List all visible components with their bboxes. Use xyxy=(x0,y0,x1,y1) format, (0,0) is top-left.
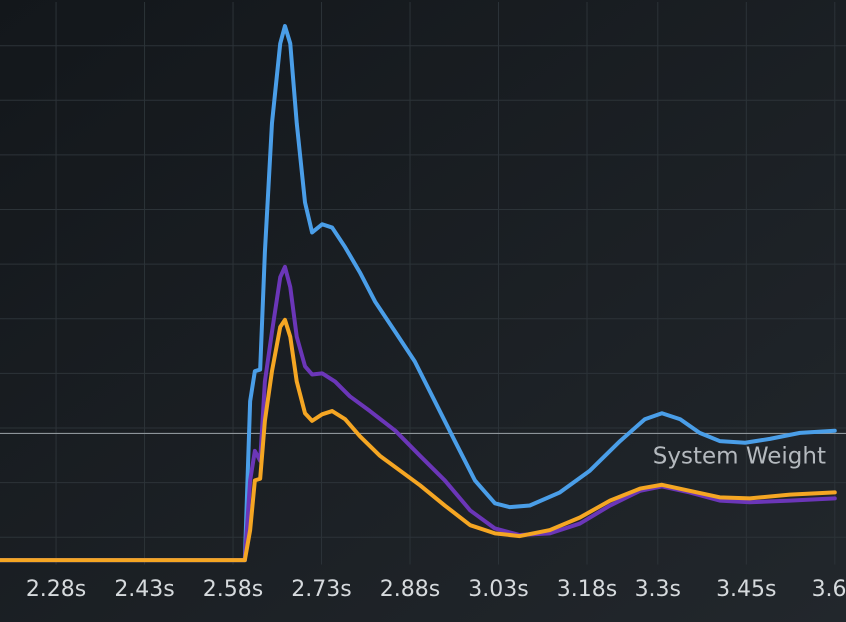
grid xyxy=(0,2,846,565)
labels: 2.13s2.28s2.43s2.58s2.73s2.88s3.03s3.18s… xyxy=(26,443,846,602)
x-tick-label: 2.28s xyxy=(26,577,86,602)
reference-label: System Weight xyxy=(653,443,826,469)
x-tick-label: 3.03s xyxy=(468,577,528,602)
x-tick-label: 3.18s xyxy=(557,577,617,602)
x-tick-label: 3.45s xyxy=(716,577,776,602)
series-line xyxy=(0,317,837,563)
lines xyxy=(0,24,837,563)
x-tick-label: 2.88s xyxy=(380,577,440,602)
series-line xyxy=(0,24,837,563)
x-tick-label: 3.6s xyxy=(812,577,846,602)
x-tick-label: 2.58s xyxy=(203,577,263,602)
x-tick-label: 2.73s xyxy=(291,577,351,602)
x-tick-label: 3.3s xyxy=(635,577,681,602)
x-tick-label: 2.43s xyxy=(114,577,174,602)
